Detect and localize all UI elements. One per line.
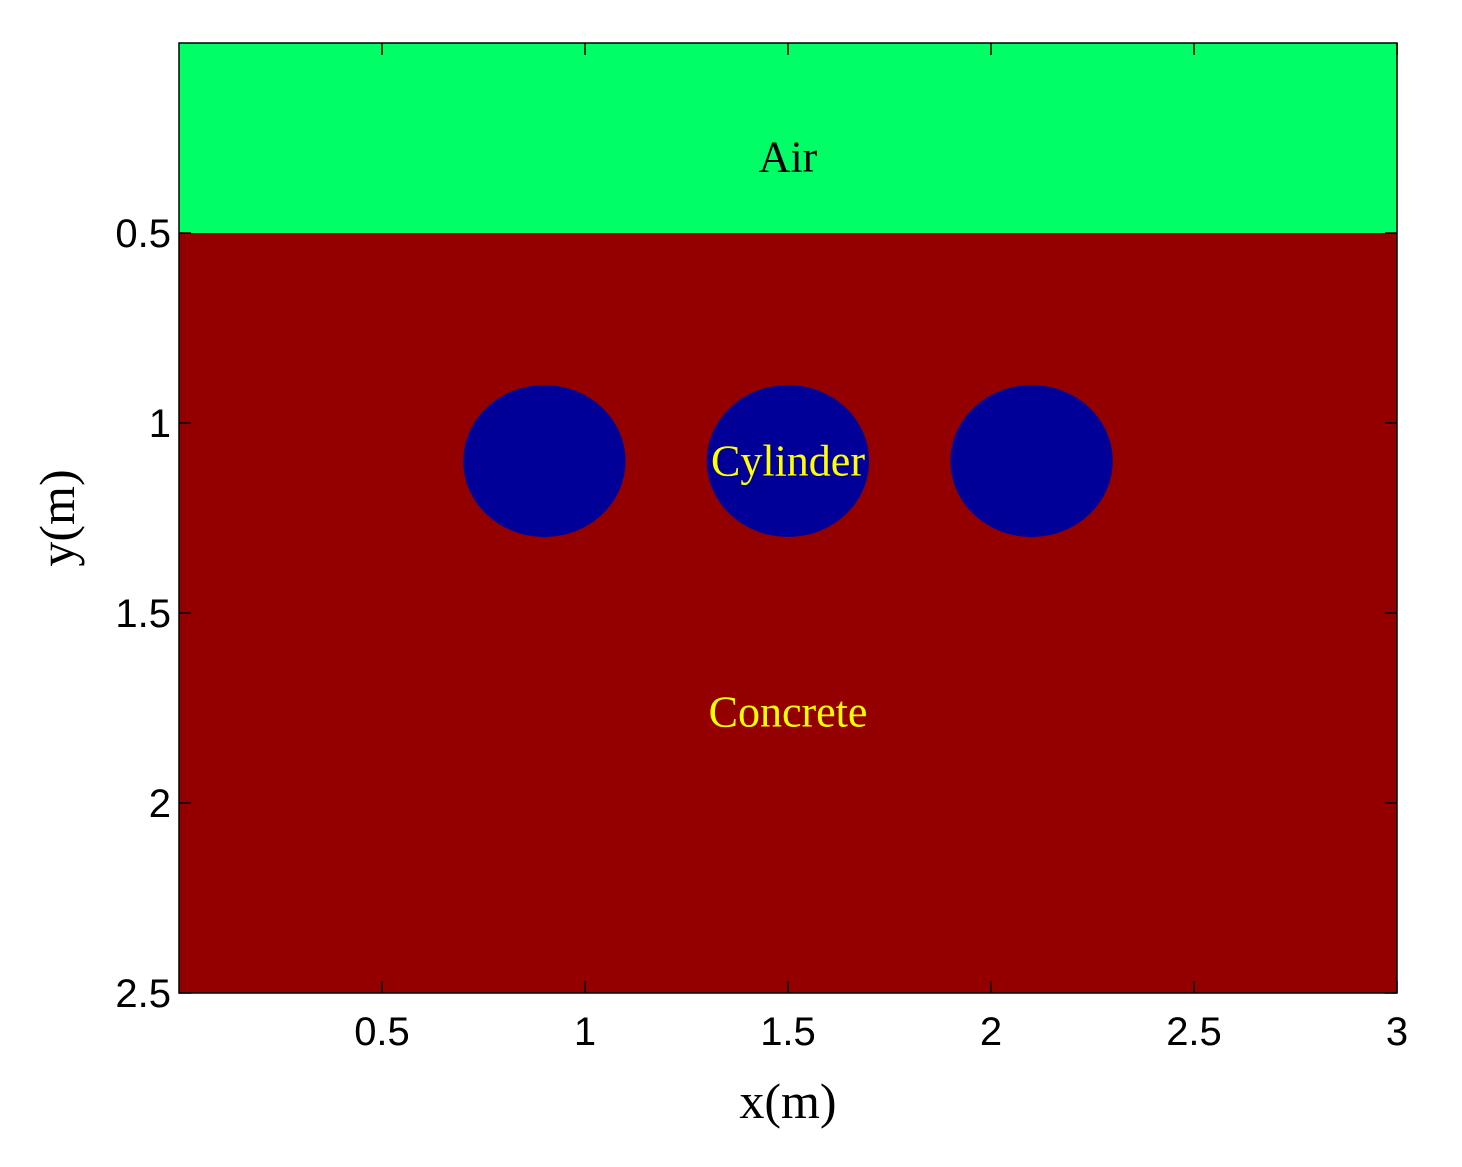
y-tick-label: 1 [149, 402, 171, 446]
annotation-air: Air [759, 133, 818, 182]
x-tick-label: 0.5 [354, 1010, 410, 1054]
x-tick-label: 2 [980, 1010, 1002, 1054]
annotation-cylinder: Cylinder [711, 437, 865, 486]
plot-area: Air Cylinder Concrete [179, 43, 1397, 993]
y-tick-label: 1.5 [115, 592, 171, 636]
x-tick-label: 1.5 [760, 1010, 816, 1054]
axis-ticks: 0.5 1 1.5 2 2.5 3 0.5 1 1.5 2 2.5 [115, 43, 1408, 1054]
x-tick-label: 1 [574, 1010, 596, 1054]
cylinder-2 [706, 385, 870, 537]
x-tick-label: 3 [1386, 1010, 1408, 1054]
y-axis-label: y(m) [29, 469, 85, 566]
region-air [179, 43, 1397, 233]
y-tick-label: 2 [149, 782, 171, 826]
y-tick-label: 0.5 [115, 212, 171, 256]
x-axis-label: x(m) [739, 1073, 836, 1129]
x-tick-label: 2.5 [1166, 1010, 1222, 1054]
region-concrete [179, 233, 1397, 993]
axes-frame [178, 42, 1398, 994]
cylinder-1 [463, 385, 626, 537]
cylinder-3 [950, 385, 1113, 537]
annotation-concrete: Concrete [709, 687, 868, 736]
y-tick-label: 2.5 [115, 972, 171, 1016]
